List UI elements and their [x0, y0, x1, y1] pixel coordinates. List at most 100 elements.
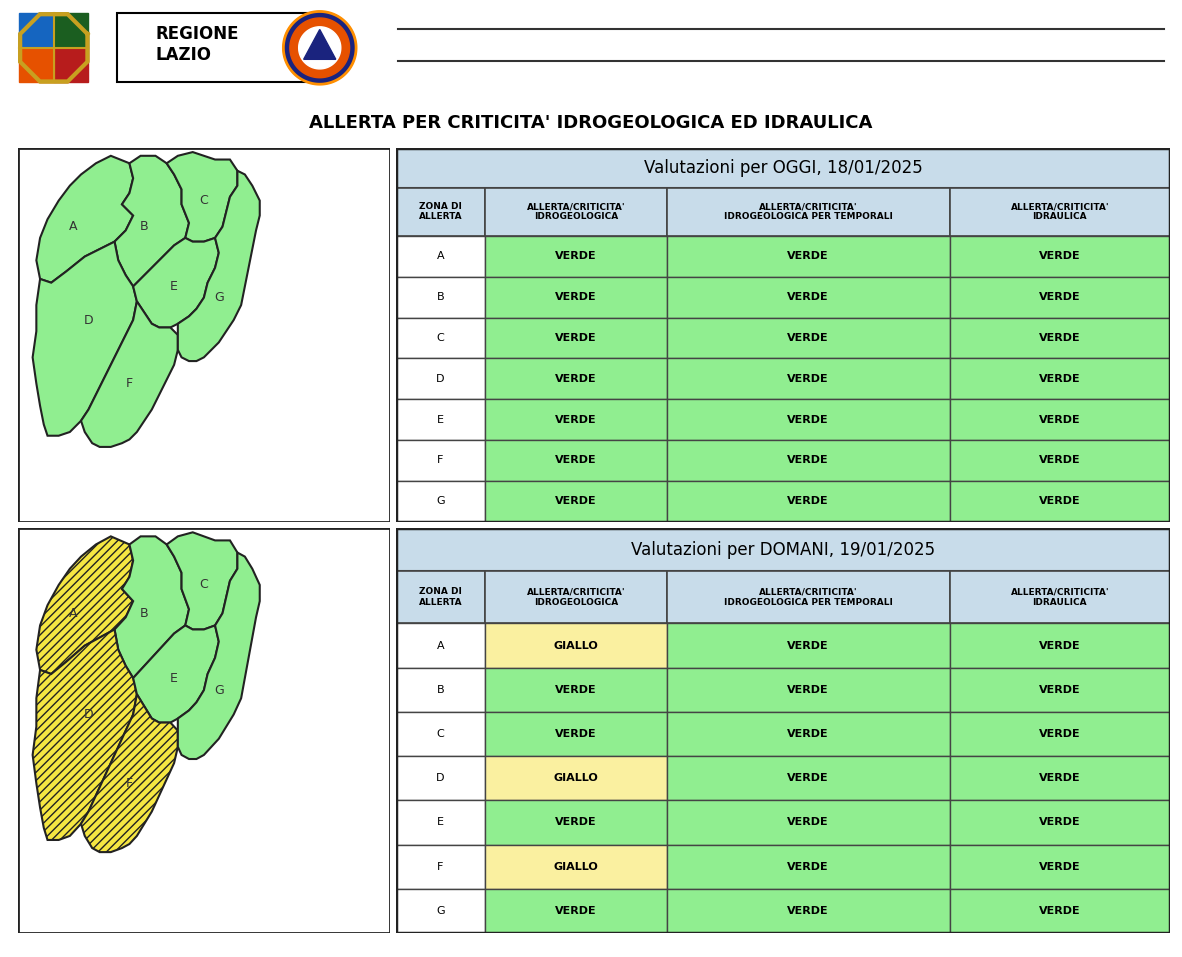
Text: B: B — [139, 220, 149, 234]
Bar — [667, 359, 949, 399]
Bar — [396, 480, 485, 522]
Text: VERDE: VERDE — [787, 292, 829, 302]
Bar — [667, 889, 949, 933]
Text: VERDE: VERDE — [1039, 773, 1080, 783]
Bar — [949, 277, 1170, 318]
Bar — [485, 623, 667, 668]
Bar — [949, 440, 1170, 480]
Text: E: E — [437, 414, 444, 425]
Bar — [949, 570, 1170, 623]
Bar — [949, 623, 1170, 668]
Text: VERDE: VERDE — [1039, 414, 1080, 425]
Text: B: B — [436, 685, 444, 695]
Polygon shape — [134, 626, 219, 723]
Bar — [949, 712, 1170, 756]
Bar — [396, 148, 1170, 188]
Bar — [667, 712, 949, 756]
Text: ALLERTA/CRITICITA'
IDRAULICA: ALLERTA/CRITICITA' IDRAULICA — [1011, 588, 1109, 607]
Polygon shape — [54, 48, 89, 82]
Text: B: B — [436, 292, 444, 302]
Text: ALLERTA/CRITICITA'
IDROGEOLOGICA: ALLERTA/CRITICITA' IDROGEOLOGICA — [527, 588, 625, 607]
Bar — [949, 318, 1170, 359]
Text: VERDE: VERDE — [556, 456, 597, 465]
Text: VERDE: VERDE — [556, 252, 597, 261]
Bar — [396, 440, 485, 480]
Polygon shape — [167, 532, 238, 630]
Bar — [949, 756, 1170, 800]
Bar — [485, 756, 667, 800]
Bar — [485, 845, 667, 889]
Bar — [396, 800, 485, 845]
Bar — [667, 570, 949, 623]
Text: VERDE: VERDE — [787, 685, 829, 695]
Text: VERDE: VERDE — [1039, 817, 1080, 828]
Text: A: A — [70, 220, 78, 234]
Bar — [667, 668, 949, 712]
Bar — [667, 623, 949, 668]
Text: VERDE: VERDE — [787, 817, 829, 828]
Bar — [396, 712, 485, 756]
Bar — [485, 570, 667, 623]
Text: ALLERTA/CRITICITA'
IDROGEOLOGICA PER TEMPORALI: ALLERTA/CRITICITA' IDROGEOLOGICA PER TEM… — [723, 202, 892, 221]
Text: D: D — [436, 773, 444, 783]
Bar — [667, 188, 949, 236]
Text: VERDE: VERDE — [787, 640, 829, 651]
Bar — [396, 318, 485, 359]
Text: Valutazioni per OGGI, 18/01/2025: Valutazioni per OGGI, 18/01/2025 — [644, 159, 922, 177]
Polygon shape — [33, 630, 137, 840]
Text: VERDE: VERDE — [1039, 374, 1080, 384]
Bar — [396, 528, 1170, 570]
Polygon shape — [19, 48, 54, 82]
Bar — [667, 800, 949, 845]
Bar — [396, 623, 485, 668]
Bar — [949, 480, 1170, 522]
Text: ALLERTA/CRITICITA'
IDROGEOLOGICA: ALLERTA/CRITICITA' IDROGEOLOGICA — [527, 202, 625, 221]
Bar — [949, 668, 1170, 712]
Text: VERDE: VERDE — [787, 773, 829, 783]
Text: VERDE: VERDE — [1039, 333, 1080, 343]
Polygon shape — [37, 156, 134, 282]
Bar — [949, 359, 1170, 399]
Text: VERDE: VERDE — [556, 374, 597, 384]
Text: E: E — [437, 817, 444, 828]
Polygon shape — [115, 536, 189, 679]
Bar — [485, 668, 667, 712]
Polygon shape — [37, 536, 134, 674]
Text: VERDE: VERDE — [787, 414, 829, 425]
Text: VERDE: VERDE — [556, 906, 597, 916]
Polygon shape — [19, 13, 54, 48]
Text: VERDE: VERDE — [787, 252, 829, 261]
Polygon shape — [20, 14, 87, 81]
Bar — [396, 845, 485, 889]
Bar — [667, 277, 949, 318]
Polygon shape — [167, 152, 238, 241]
Text: G: G — [214, 683, 223, 697]
Polygon shape — [33, 241, 137, 435]
Bar — [667, 756, 949, 800]
Text: B: B — [139, 607, 149, 620]
Text: F: F — [437, 861, 443, 872]
Bar — [949, 399, 1170, 440]
Text: ALLERTA/CRITICITA'
IDROGEOLOGICA PER TEMPORALI: ALLERTA/CRITICITA' IDROGEOLOGICA PER TEM… — [723, 588, 892, 607]
Text: VERDE: VERDE — [1039, 685, 1080, 695]
Polygon shape — [290, 18, 350, 78]
Text: D: D — [84, 314, 93, 326]
Text: A: A — [70, 607, 78, 620]
Polygon shape — [177, 170, 260, 361]
Bar — [396, 570, 485, 623]
Bar — [485, 318, 667, 359]
Bar — [667, 318, 949, 359]
Text: VERDE: VERDE — [556, 685, 597, 695]
Text: VERDE: VERDE — [787, 906, 829, 916]
Text: VERDE: VERDE — [556, 817, 597, 828]
Text: VERDE: VERDE — [1039, 252, 1080, 261]
Bar — [485, 480, 667, 522]
Text: E: E — [170, 280, 178, 293]
Text: VERDE: VERDE — [787, 374, 829, 384]
Text: VERDE: VERDE — [787, 456, 829, 465]
Text: VERDE: VERDE — [787, 861, 829, 872]
Bar — [667, 399, 949, 440]
Bar — [396, 668, 485, 712]
Bar — [485, 188, 667, 236]
Bar — [485, 399, 667, 440]
